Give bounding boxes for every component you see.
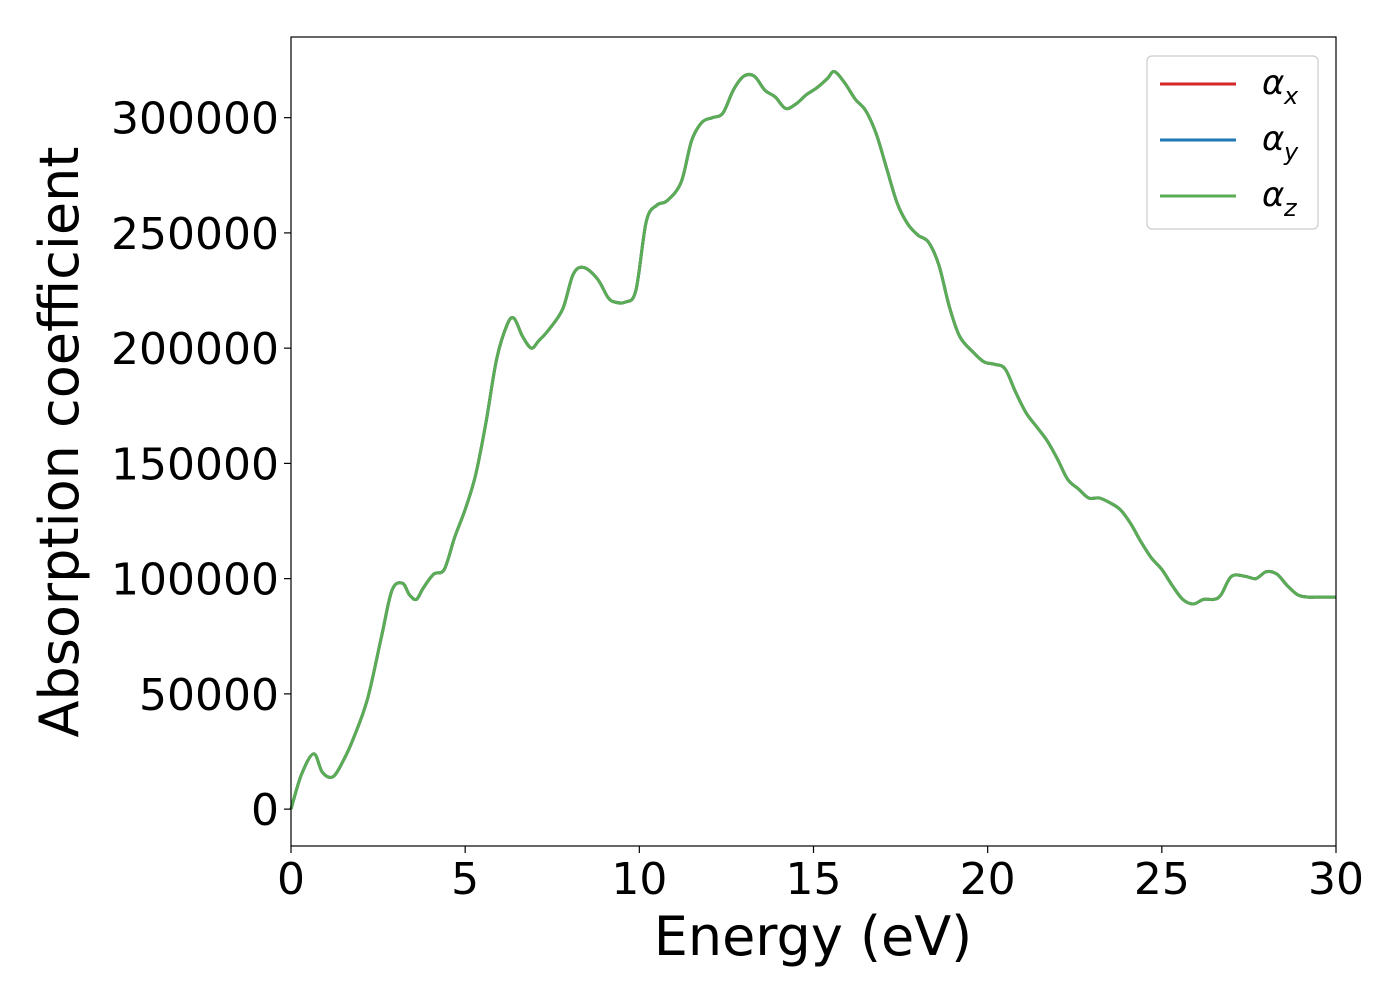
legend-label-z: α: [1262, 175, 1284, 215]
legend-subscript-z: z: [1283, 194, 1298, 222]
x-tick-label: 30: [1308, 854, 1364, 905]
x-axis-ticks: 0 5 10 15 20 25 30: [277, 846, 1364, 905]
y-tick-label: 100000: [111, 555, 279, 606]
series-line-z: [289, 70, 1336, 810]
x-tick-label: 10: [611, 854, 667, 905]
x-tick-label: 0: [277, 854, 305, 905]
y-tick-label: 0: [251, 785, 279, 836]
y-tick-label: 50000: [139, 670, 279, 721]
x-tick-label: 15: [786, 854, 842, 905]
legend-label-x: α: [1262, 63, 1284, 103]
x-tick-label: 25: [1134, 854, 1190, 905]
y-tick-label: 200000: [111, 324, 279, 375]
y-tick-label: 150000: [111, 439, 279, 490]
legend-label-y: α: [1262, 119, 1284, 159]
legend: α xα yα z: [1146, 55, 1319, 230]
legend-entries: α xα yα z: [1160, 63, 1299, 222]
y-axis-label: Absorption coefficient: [28, 147, 91, 738]
x-axis-label: Energy (eV): [654, 905, 973, 968]
legend-subscript-x: x: [1283, 82, 1299, 110]
series-layer: [289, 70, 1336, 810]
y-tick-label: 300000: [111, 94, 279, 145]
legend-subscript-y: y: [1283, 138, 1299, 166]
x-tick-label: 20: [960, 854, 1016, 905]
y-axis-ticks: 0 50000 100000 150000 200000 250000 300000: [111, 94, 291, 836]
legend-box: [1146, 55, 1319, 230]
y-tick-label: 250000: [111, 209, 279, 260]
x-tick-label: 5: [451, 854, 479, 905]
